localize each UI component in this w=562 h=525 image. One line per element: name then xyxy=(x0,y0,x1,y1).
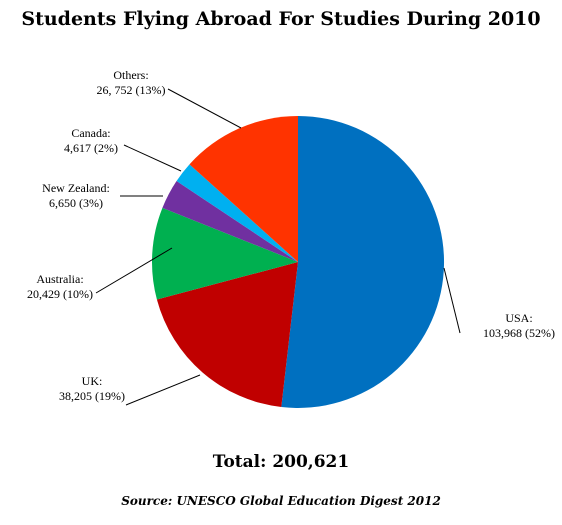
slice-label-others: Others: 26, 752 (13%) xyxy=(97,68,166,97)
slice-label-new-zealand: New Zealand: 6,650 (3%) xyxy=(42,181,110,210)
leader-line-canada xyxy=(123,144,182,172)
slice-usa xyxy=(281,116,445,409)
slice-value-uk: 38,205 (19%) xyxy=(59,389,125,403)
leader-line-uk xyxy=(125,374,201,406)
slice-name-usa: USA: xyxy=(505,311,532,325)
slice-name-australia: Australia: xyxy=(36,272,83,286)
leader-line-usa xyxy=(443,267,461,334)
slice-new-zealand xyxy=(162,180,298,262)
slice-label-canada: Canada: 4,617 (2%) xyxy=(64,126,118,155)
slice-value-others: 26, 752 (13%) xyxy=(97,83,166,97)
slice-name-new-zealand: New Zealand: xyxy=(42,181,110,195)
slice-name-canada: Canada: xyxy=(71,126,110,140)
slice-value-usa: 103,968 (52%) xyxy=(483,326,555,340)
slice-name-uk: UK: xyxy=(82,374,103,388)
slice-label-uk: UK: 38,205 (19%) xyxy=(59,374,125,403)
slice-value-canada: 4,617 (2%) xyxy=(64,141,118,155)
slice-uk xyxy=(156,262,298,408)
slice-label-australia: Australia: 20,429 (10%) xyxy=(27,272,93,301)
slice-value-new-zealand: 6,650 (3%) xyxy=(49,196,103,210)
chart-title: Students Flying Abroad For Studies Durin… xyxy=(21,8,541,30)
source-label: Source: UNESCO Global Education Digest 2… xyxy=(121,494,441,508)
leader-line-others xyxy=(167,88,242,129)
slice-others xyxy=(189,116,298,262)
slice-value-australia: 20,429 (10%) xyxy=(27,287,93,301)
total-label: Total: 200,621 xyxy=(212,452,350,472)
slice-australia xyxy=(152,207,298,300)
slice-name-others: Others: xyxy=(113,68,148,82)
slice-canada xyxy=(176,164,298,262)
slice-label-usa: USA: 103,968 (52%) xyxy=(483,311,555,340)
leader-line-australia xyxy=(95,247,173,294)
